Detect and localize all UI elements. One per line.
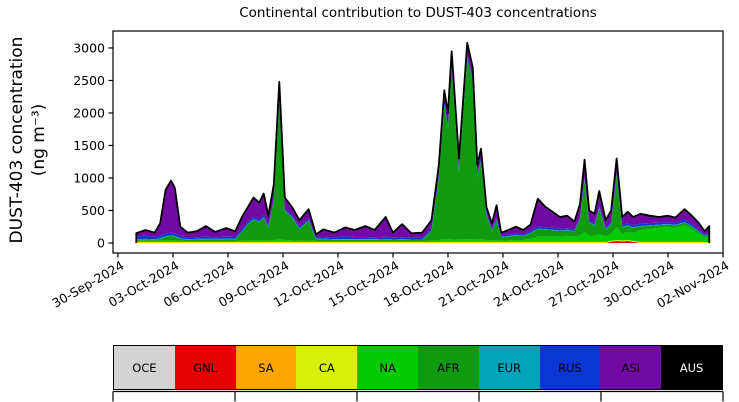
legend-item-label: ASI <box>621 360 641 375</box>
legend-item-afr: AFR <box>417 346 479 389</box>
y-tick-label: 1000 <box>73 170 105 185</box>
legend-item-aus: AUS <box>661 346 722 389</box>
legend-item-na: NA <box>357 346 418 389</box>
legend-item-asi: ASI <box>600 346 662 389</box>
y-axis-label-line1: DUST-403 concentration <box>7 36 27 244</box>
legend-item-ca: CA <box>296 346 358 389</box>
y-tick-label: 3000 <box>73 40 105 55</box>
plot-frame <box>112 30 724 254</box>
legend-item-sa: SA <box>235 346 297 389</box>
y-tick-label: 2500 <box>73 73 105 88</box>
y-axis-label-line2: (ng m⁻³) <box>29 103 49 177</box>
legend-item-label: CA <box>318 360 335 375</box>
y-tick-label: 2000 <box>73 105 105 120</box>
y-tick-label: 1500 <box>73 138 105 153</box>
legend-item-label: EUR <box>497 360 522 375</box>
area-layer-na <box>136 225 710 243</box>
legend-item-gnl: GNL <box>174 346 236 389</box>
total-outline <box>135 41 711 243</box>
area-layer-rus <box>136 55 710 240</box>
legend-item-label: OCE <box>132 360 157 375</box>
legend-item-label: AUS <box>679 360 704 375</box>
legend-item-label: SA <box>258 360 274 375</box>
area-layer-afr <box>136 58 710 242</box>
area-layer-asi <box>136 42 710 238</box>
legend-item-label: NA <box>379 360 396 375</box>
legend-colorbar: OCE GNL SA CA NA AFR EUR RUS ASI AUS <box>113 345 723 390</box>
legend-item-label: GNL <box>193 360 218 375</box>
area-layer-eur <box>136 57 710 241</box>
area-layer-ca <box>136 240 710 243</box>
legend-item-oce: OCE <box>114 346 175 389</box>
legend-item-label: RUS <box>558 360 582 375</box>
legend-item-rus: RUS <box>539 346 601 389</box>
y-tick-label: 500 <box>81 203 105 218</box>
y-tick-label: 0 <box>97 235 105 250</box>
legend-item-label: AFR <box>437 360 460 375</box>
chart-title: Continental contribution to DUST-403 con… <box>239 5 597 21</box>
legend-item-eur: EUR <box>478 346 540 389</box>
